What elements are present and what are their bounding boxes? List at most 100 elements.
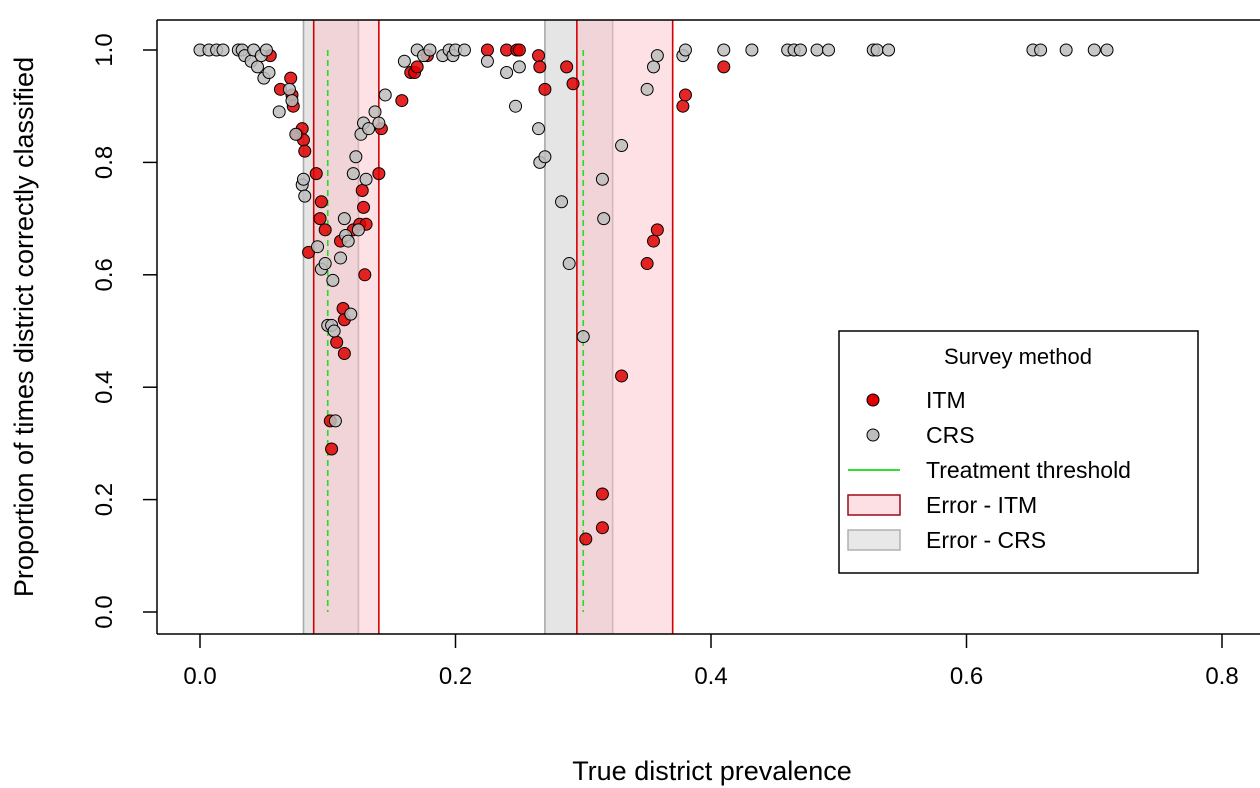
itm-point-52 — [717, 60, 731, 74]
crs-point-28 — [328, 414, 342, 428]
itm-point-11 — [313, 212, 327, 226]
itm-point-34 — [480, 43, 494, 57]
crs-point-62 — [576, 330, 590, 344]
crs-point-71 — [717, 43, 731, 57]
crs-point-26 — [326, 273, 340, 287]
crs-point-41 — [368, 105, 382, 119]
itm-point-12 — [314, 195, 328, 209]
crs-point-21 — [311, 240, 325, 254]
itm-point-42 — [566, 77, 580, 91]
crs-point-83 — [1059, 43, 1073, 57]
crs-point-59 — [538, 150, 552, 164]
itm-point-2 — [284, 71, 298, 85]
itm-point-10 — [309, 167, 323, 181]
crs-point-34 — [346, 167, 360, 181]
y-tick-label-2: 0.4 — [91, 371, 118, 404]
crs-point-70 — [678, 43, 692, 57]
itm-point-27 — [372, 167, 386, 181]
crs-point-72 — [745, 43, 759, 57]
x-tick-label-3: 0.6 — [950, 663, 983, 690]
legend-title: Survey method — [944, 344, 1092, 369]
legend-label-error-itm: Error - ITM — [926, 492, 1037, 518]
crs-point-80 — [882, 43, 896, 57]
itm-point-8 — [298, 144, 312, 158]
itm-point-20 — [337, 346, 351, 360]
itm-point-16 — [330, 335, 344, 349]
itm-point-41 — [560, 60, 574, 74]
y-tick-label-4: 0.8 — [91, 146, 118, 179]
crs-point-30 — [337, 212, 351, 226]
crs-point-33 — [344, 307, 358, 321]
crs-point-55 — [509, 99, 523, 113]
y-tick-label-1: 0.2 — [91, 483, 118, 516]
crs-point-67 — [647, 60, 661, 74]
crs-point-66 — [640, 82, 654, 96]
itm-point-25 — [358, 268, 372, 282]
crs-point-27 — [327, 324, 341, 338]
crs-point-60 — [555, 195, 569, 209]
itm-point-45 — [595, 521, 609, 535]
itm-point-43 — [579, 532, 593, 546]
x-axis-ticks: 0.0 0.2 0.4 0.6 0.8 — [183, 634, 1239, 690]
legend-entries: ITM CRS Treatment threshold Error - ITM Erro… — [847, 387, 1131, 553]
crs-point-20 — [298, 189, 312, 203]
crs-point-14 — [272, 105, 286, 119]
crs-point-57 — [532, 122, 546, 136]
itm-point-51 — [678, 88, 692, 102]
itm-point-44 — [595, 487, 609, 501]
x-tick-label-4: 0.8 — [1205, 663, 1238, 690]
crs-point-40 — [362, 122, 376, 136]
crs-point-16 — [285, 94, 299, 108]
y-tick-label-3: 0.6 — [91, 258, 118, 291]
crs-point-29 — [334, 251, 348, 265]
crs-point-23 — [318, 257, 332, 271]
crs-point-9 — [250, 60, 264, 74]
crs-point-44 — [397, 54, 411, 68]
crs-point-39 — [359, 172, 373, 186]
crs-point-61 — [562, 257, 576, 271]
crs-point-75 — [793, 43, 807, 57]
legend: Survey method ITM CRS Treatment threshold E… — [838, 330, 1199, 574]
crs-point-47 — [423, 43, 437, 57]
crs-point-12 — [259, 43, 273, 57]
legend-marker-error-crs — [847, 529, 901, 551]
crs-point-76 — [810, 43, 824, 57]
y-axis-ticks: 0.0 0.2 0.4 0.6 0.8 1.0 — [91, 33, 157, 629]
crs-point-64 — [597, 212, 611, 226]
x-tick-label-2: 0.4 — [694, 663, 727, 690]
legend-marker-error-itm — [847, 494, 901, 516]
itm-point-37 — [512, 43, 526, 57]
itm-point-47 — [640, 257, 654, 271]
legend-marker-crs — [866, 428, 880, 442]
y-axis-label: Proportion of times district correctly c… — [9, 57, 39, 597]
crs-point-15 — [282, 82, 296, 96]
itm-point-39 — [533, 60, 547, 74]
crs-point-17 — [289, 127, 303, 141]
itm-point-46 — [615, 369, 629, 383]
itm-point-24 — [357, 200, 371, 214]
crs-point-42 — [372, 116, 386, 130]
x-axis-label: True district prevalence — [572, 756, 852, 786]
crs-point-65 — [615, 139, 629, 153]
crs-point-13 — [262, 65, 276, 79]
itm-point-40 — [538, 82, 552, 96]
y-tick-label-5: 1.0 — [91, 33, 118, 66]
crs-point-35 — [349, 150, 363, 164]
data-points — [193, 43, 1114, 546]
itm-point-32 — [410, 60, 424, 74]
crs-point-32 — [341, 234, 355, 248]
itm-point-15 — [325, 442, 339, 456]
itm-point-49 — [650, 223, 664, 237]
crs-point-52 — [457, 43, 471, 57]
crs-point-43 — [378, 88, 392, 102]
crs-point-85 — [1100, 43, 1114, 57]
crs-point-77 — [822, 43, 836, 57]
itm-point-50 — [676, 99, 690, 113]
x-tick-label-0: 0.0 — [183, 663, 216, 690]
crs-point-79 — [870, 43, 884, 57]
crs-point-63 — [595, 172, 609, 186]
crs-point-54 — [500, 65, 514, 79]
axes — [156, 19, 1260, 635]
crs-point-84 — [1087, 43, 1101, 57]
legend-label-crs: CRS — [926, 422, 975, 448]
